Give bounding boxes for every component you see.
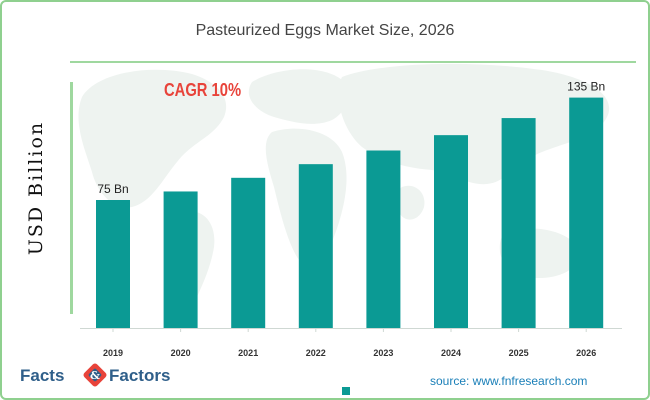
title-underline [70,61,636,63]
data-label-2019: 75 Bn [97,182,128,196]
bar-2025 [501,118,536,328]
svg-text:&: & [90,369,100,382]
x-tick-label: 2021 [238,348,258,358]
x-tick-label: 2025 [509,348,529,358]
logo-text-facts: Facts [20,366,65,385]
data-label-2026: 135 Bn [567,80,605,94]
source-credit: source: www.fnfresearch.com [430,374,588,388]
x-tick-label: 2024 [441,348,461,358]
bar-2019 [96,200,130,328]
bar-2024 [434,135,468,328]
x-tick-label: 2022 [306,348,326,358]
bar-2023 [366,150,401,328]
x-tick-label: 2019 [103,348,123,358]
ampersand-logo-icon: & [83,363,107,387]
bar-2021 [231,177,266,328]
left-accent-rule [70,82,73,314]
x-tick-label: 2023 [373,348,393,358]
cagr-annotation: CAGR 10% [164,80,242,100]
chart-title: Pasteurized Eggs Market Size, 2026 [195,22,455,39]
y-axis-label: USD Billion [25,120,47,256]
x-tick-label: 2020 [171,348,191,358]
legend-swatch [342,387,350,395]
bar-2022 [298,164,333,328]
bar-2026 [569,97,604,328]
x-tick-label: 2026 [576,348,596,358]
logo-text-factors: Factors [109,366,171,385]
bar-2020 [163,191,198,328]
